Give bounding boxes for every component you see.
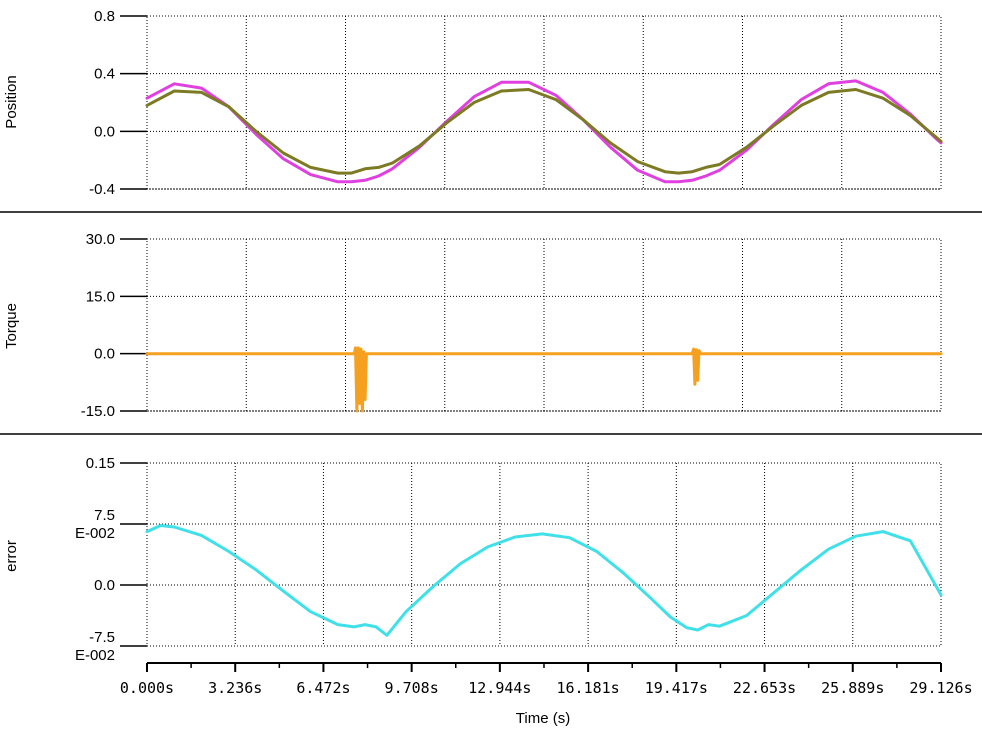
- y-tick-label: 0.0: [94, 346, 115, 363]
- y-tick-label: 0.0: [94, 123, 115, 140]
- x-tick-label: 22.653s: [733, 679, 796, 697]
- error-series-line-1: [145, 524, 943, 637]
- x-tick-label: 25.889s: [821, 679, 884, 697]
- torque-series-line-1: [145, 346, 943, 413]
- y-tick-label: E-002: [75, 525, 115, 542]
- y-tick-label: -15.0: [81, 403, 115, 420]
- y-tick-label: E-002: [75, 647, 115, 664]
- x-tick-label: 3.236s: [208, 679, 262, 697]
- y-tick-label: 0.15: [86, 455, 115, 472]
- x-tick-label: 29.126s: [909, 679, 972, 697]
- y-tick-label: 0.4: [94, 66, 115, 83]
- y-tick-label: -7.5: [89, 629, 115, 646]
- y-tick-label: 0.0: [94, 577, 115, 594]
- y-tick-label: -0.4: [89, 181, 115, 198]
- x-tick-label: 12.944s: [468, 679, 531, 697]
- y-tick-label: 15.0: [86, 288, 115, 305]
- x-tick-label: 9.708s: [385, 679, 439, 697]
- y-tick-label: 30.0: [86, 231, 115, 248]
- plot-border: [146, 238, 942, 412]
- x-tick-label: 16.181s: [556, 679, 619, 697]
- x-axis: 0.000s 3.236s 6.472s 9.708s 12.944s 16.181s 19…: [120, 662, 973, 697]
- x-tick-label: 19.417s: [645, 679, 708, 697]
- error-axis-label: error: [3, 540, 20, 572]
- position-panel: 0.8 0.4 0.0 -0.4 Position: [3, 8, 943, 198]
- torque-axis-label: Torque: [3, 303, 20, 349]
- position-axis-label: Position: [3, 75, 20, 128]
- x-tick-label: 6.472s: [296, 679, 350, 697]
- plot-border: [146, 15, 942, 190]
- plot-border: [146, 462, 942, 647]
- y-tick-label: 0.8: [94, 8, 115, 25]
- torque-panel: 30.0 15.0 0.0 -15.0 Torque: [3, 231, 943, 420]
- x-axis-label: Time (s): [516, 710, 570, 727]
- y-tick-label: 7.5: [94, 507, 115, 524]
- x-tick-label: 0.000s: [120, 679, 174, 697]
- position-series-line-2: [145, 88, 943, 175]
- position-series-line-1: [145, 79, 943, 184]
